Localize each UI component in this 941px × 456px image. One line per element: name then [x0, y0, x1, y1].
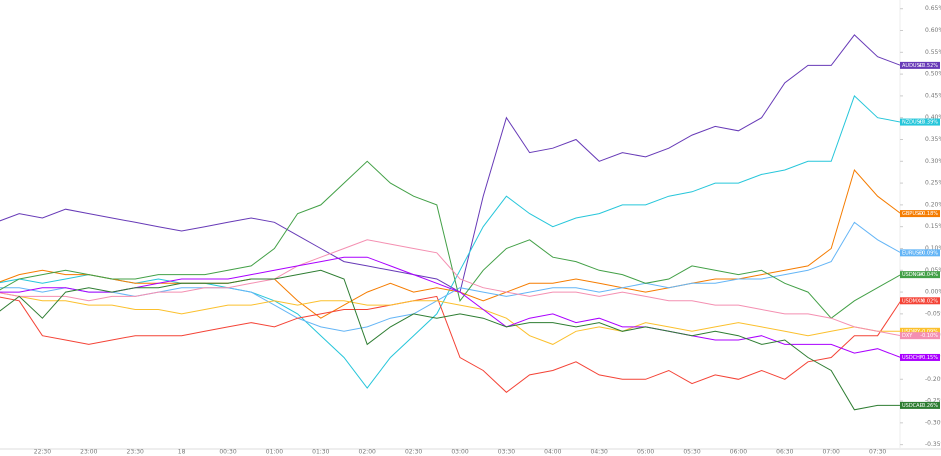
x-tick-label: 04:00 — [544, 449, 561, 456]
y-tick-label: 0.30% — [925, 158, 941, 165]
series-line — [0, 295, 900, 393]
y-tick-label: -0.25% — [925, 398, 941, 405]
legend-label: AUDUSD — [902, 63, 924, 69]
y-tick-label: 0.50% — [925, 71, 941, 78]
end-value-label: +0.39% — [918, 120, 938, 126]
y-tick-label: -0.35% — [925, 441, 941, 448]
x-tick-label: 22:30 — [34, 449, 51, 456]
y-tick-label: 0.20% — [925, 201, 941, 208]
legend-label: NZDUSD — [902, 120, 924, 126]
end-label-box — [900, 61, 940, 69]
end-label-box — [900, 210, 940, 218]
plot-area — [0, 34, 900, 411]
x-tick-label: 06:30 — [776, 449, 793, 456]
y-tick-label: 0.15% — [925, 223, 941, 230]
y-tick-label: 0.40% — [925, 114, 941, 121]
end-value-label: +0.52% — [918, 63, 938, 69]
end-value-label: -0.09% — [920, 329, 938, 335]
series-line — [0, 256, 900, 358]
series-line — [0, 221, 900, 332]
series-line — [0, 160, 900, 319]
legend-label: USDNOK — [902, 272, 924, 278]
x-tick-label: 00:30 — [219, 449, 236, 456]
legend-label: EURUSD — [902, 250, 923, 256]
end-value-label: -0.15% — [920, 355, 938, 361]
end-label-box — [900, 353, 940, 361]
x-tick-label: 05:00 — [637, 449, 654, 456]
end-value-label: -0.02% — [920, 298, 938, 304]
end-value-label: +0.09% — [918, 250, 938, 256]
y-tick-label: -0.30% — [925, 419, 941, 426]
end-label-box — [900, 249, 940, 257]
legend-label: GBPUSD — [902, 211, 923, 217]
x-tick-label: 18 — [178, 449, 186, 456]
y-tick-label: 0.25% — [925, 180, 941, 187]
series-line — [0, 292, 900, 345]
end-label-box — [900, 118, 940, 126]
series-line — [0, 34, 900, 293]
legend-label: DXY — [902, 333, 913, 339]
end-value-label: -0.10% — [920, 333, 938, 339]
y-tick-label: 0.60% — [925, 27, 941, 34]
end-label-box — [900, 401, 940, 409]
y-tick-label: 0.65% — [925, 5, 941, 12]
x-tick-label: 06:00 — [730, 449, 747, 456]
end-value-label: -0.26% — [920, 403, 938, 409]
x-tick-label: 01:00 — [266, 449, 283, 456]
end-label-box — [900, 271, 940, 279]
y-tick-label: 0.05% — [925, 267, 941, 274]
y-tick-label: -0.20% — [925, 376, 941, 383]
x-tick-label: 23:00 — [80, 449, 97, 456]
x-tick-label: 07:30 — [869, 449, 886, 456]
legend-label: USDCHF — [902, 355, 923, 361]
y-tick-label: -0.05% — [925, 310, 941, 317]
series-line — [0, 168, 900, 319]
end-value-label: +0.04% — [918, 272, 938, 278]
end-label-box — [900, 327, 940, 335]
y-tick-label: 0.45% — [925, 92, 941, 99]
y-tick-label: 0.55% — [925, 49, 941, 56]
x-tick-label: 01:30 — [312, 449, 329, 456]
series-line — [0, 239, 900, 337]
x-tick-label: 03:00 — [451, 449, 468, 456]
end-label-box — [900, 332, 940, 340]
legend-label: USDJPY — [902, 329, 921, 335]
x-tick-label: 05:30 — [683, 449, 700, 456]
series-line — [0, 95, 900, 389]
y-tick-label: 0.35% — [925, 136, 941, 143]
legend-label: USDMXN — [902, 298, 924, 304]
x-tick-label: 23:30 — [127, 449, 144, 456]
legend-label: USDCAD — [902, 403, 924, 409]
end-value-label: +0.18% — [918, 211, 938, 217]
series-line — [0, 269, 900, 411]
x-tick-label: 02:30 — [405, 449, 422, 456]
y-tick-label: 0.00% — [925, 289, 941, 296]
end-label-box — [900, 297, 940, 305]
x-tick-label: 03:30 — [498, 449, 515, 456]
x-tick-label: 04:30 — [591, 449, 608, 456]
y-tick-label: 0.10% — [925, 245, 941, 252]
x-tick-label: 02:00 — [359, 449, 376, 456]
x-tick-label: 07:00 — [823, 449, 840, 456]
